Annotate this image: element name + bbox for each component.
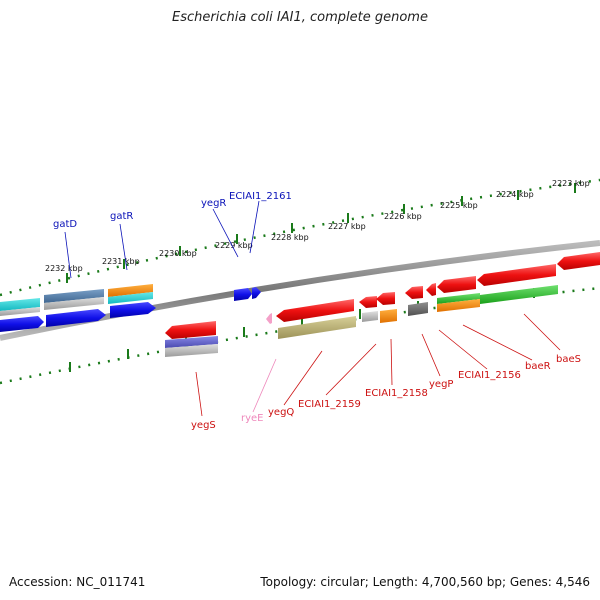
forward-cog-blocks: [0, 284, 153, 316]
gene-label-baeR: baeR: [525, 361, 551, 372]
gene-arrow-gatR: [110, 302, 156, 318]
forward-leader-lines: [64, 200, 260, 279]
gene-arrow-ECIAI1_2156: [426, 283, 436, 296]
reverse-cog-blocks: [165, 285, 558, 357]
reverse-genes[interactable]: [165, 252, 600, 339]
reverse-gene-labels: yegS ryeE yegQ ECIAI1_2159 ECIAI1_2158 y…: [191, 354, 581, 431]
gene-arrow-yegQ: [276, 299, 354, 322]
scale-label-2229: 2229 kbp: [215, 241, 253, 250]
gene-arrow-gatD: [46, 309, 106, 327]
gene-arrow-ryeE: [266, 313, 272, 324]
forward-gene-labels: gatD gatR yegR ECIAI1_2161: [53, 191, 292, 230]
scale-label-2231: 2231 kbp: [102, 257, 140, 266]
forward-genes[interactable]: [0, 287, 261, 332]
gene-label-baeS: baeS: [556, 354, 581, 365]
gene-arrow-yegS: [165, 321, 216, 339]
scale-label-2230: 2230 kbp: [159, 249, 197, 258]
gene-label-gatR: gatR: [110, 211, 133, 222]
gene-label-yegQ: yegQ: [268, 407, 294, 418]
reverse-leader-lines: [195, 313, 561, 417]
gene-arrow-ECIAI1_2159: [359, 296, 377, 308]
scale-label-2228: 2228 kbp: [271, 233, 309, 242]
gene-label-ECIAI1_2158: ECIAI1_2158: [365, 388, 428, 399]
gene-label-ryeE: ryeE: [241, 413, 264, 424]
gene-arrow-left-1: [0, 316, 44, 332]
gene-label-ECIAI1_2159: ECIAI1_2159: [298, 399, 361, 410]
gene-arrow-ECIAI1_2158: [376, 292, 395, 305]
gene-label-ECIAI1_2156: ECIAI1_2156: [458, 370, 521, 381]
accession-text: Accession: NC_011741: [9, 575, 146, 589]
gene-arrow-yegP: [405, 286, 423, 299]
scale-labels: 2232 kbp 2231 kbp 2230 kbp 2229 kbp 2228…: [45, 179, 590, 273]
gene-arrow-baeS: [477, 264, 556, 286]
gene-label-yegP: yegP: [429, 379, 453, 390]
gene-label-gatD: gatD: [53, 219, 77, 230]
genome-title: Escherichia coli IAI1, complete genome: [172, 10, 428, 25]
scale-label-2225: 2225 kbp: [440, 201, 478, 210]
gene-arrow-right-edge: [557, 252, 600, 270]
scale-label-2226: 2226 kbp: [384, 212, 422, 221]
scale-label-2224: 2224 kbp: [496, 190, 534, 199]
ryeE-leader-line: [252, 358, 277, 413]
outer-major-ticks: [66, 183, 576, 283]
scale-label-2223: 2223 kbp: [552, 179, 590, 188]
gene-label-yegR: yegR: [201, 198, 226, 209]
scale-label-2227: 2227 kbp: [328, 222, 366, 231]
gene-label-yegS: yegS: [191, 420, 216, 431]
scale-label-2232: 2232 kbp: [45, 264, 83, 273]
topology-text: Topology: circular; Length: 4,700,560 bp…: [260, 575, 590, 589]
gene-arrow-ECIAI1_2161: [252, 287, 261, 299]
gene-label-ECIAI1_2161: ECIAI1_2161: [229, 191, 292, 202]
gene-arrow-yegR: [234, 288, 252, 301]
gene-arrow-baeR: [437, 276, 476, 293]
